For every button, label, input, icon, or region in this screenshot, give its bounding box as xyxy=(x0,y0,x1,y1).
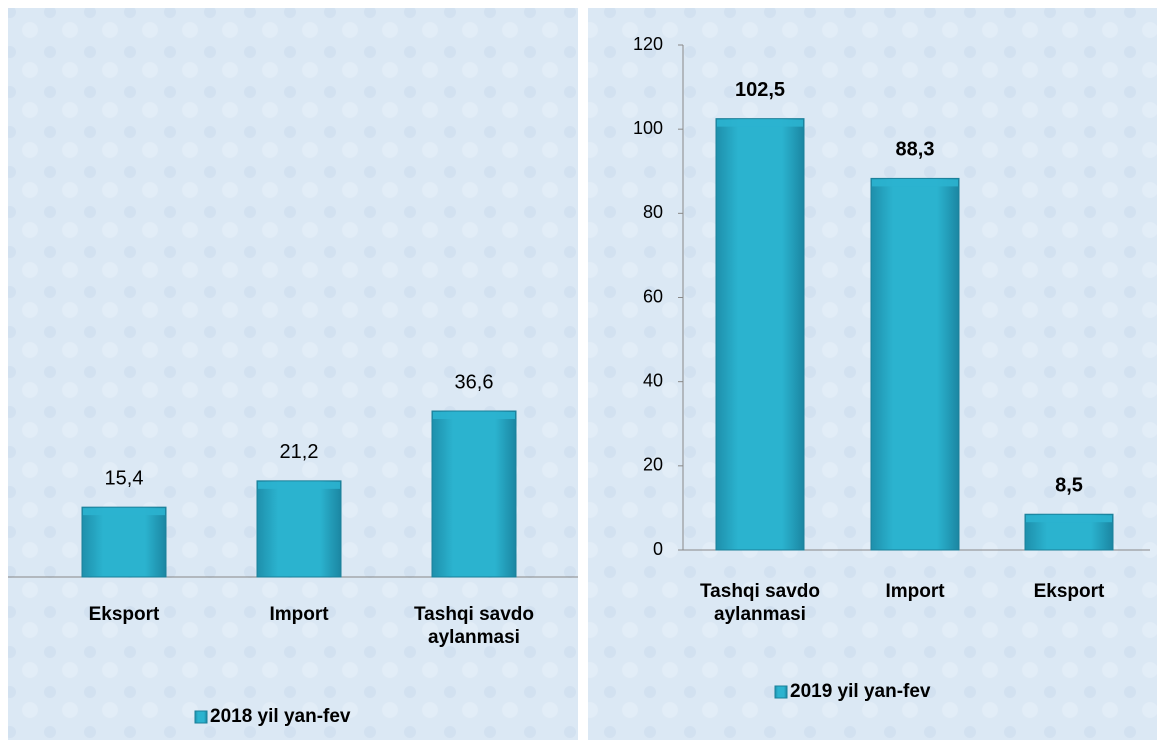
y-tick-label: 120 xyxy=(633,34,663,54)
y-tick-label: 0 xyxy=(653,539,663,559)
x-tick-label: Tashqi savdo aylanmasi xyxy=(413,604,534,648)
value-label: 15,4 xyxy=(105,467,144,489)
legend-swatch xyxy=(194,710,208,724)
x-tick-label: Tashqi savdo aylanmasi xyxy=(699,581,820,625)
bar xyxy=(715,118,805,551)
bar-bevel xyxy=(433,412,515,419)
bar-bevel xyxy=(872,179,958,187)
value-label: 36,6 xyxy=(455,371,494,393)
bar xyxy=(256,480,342,578)
bar-bevel xyxy=(83,508,165,516)
y-tick-label: 20 xyxy=(643,455,663,475)
bar xyxy=(870,177,960,551)
value-label: 88,3 xyxy=(896,139,935,161)
y-tick-label: 80 xyxy=(643,202,663,222)
bar-bevel xyxy=(717,119,803,127)
value-label: 8,5 xyxy=(1055,475,1083,497)
legend-swatch xyxy=(774,685,788,699)
bar xyxy=(81,506,167,578)
bar-bevel xyxy=(1026,515,1112,523)
x-tick-label: Import xyxy=(885,581,945,602)
value-label: 21,2 xyxy=(280,441,319,463)
y-tick-label: 60 xyxy=(643,286,663,306)
x-tick-label: Import xyxy=(269,604,329,625)
value-label: 102,5 xyxy=(735,79,785,101)
y-tick-label: 100 xyxy=(633,118,663,138)
legend-label: 2019 yil yan-fev xyxy=(790,681,931,702)
panel-left xyxy=(8,8,578,740)
y-tick-label: 40 xyxy=(643,370,663,390)
bar xyxy=(431,410,517,578)
x-tick-label: Eksport xyxy=(1033,581,1105,602)
x-tick-label: Eksport xyxy=(88,604,160,625)
bar-bevel xyxy=(258,481,340,489)
legend-label: 2018 yil yan-fev xyxy=(210,706,351,727)
